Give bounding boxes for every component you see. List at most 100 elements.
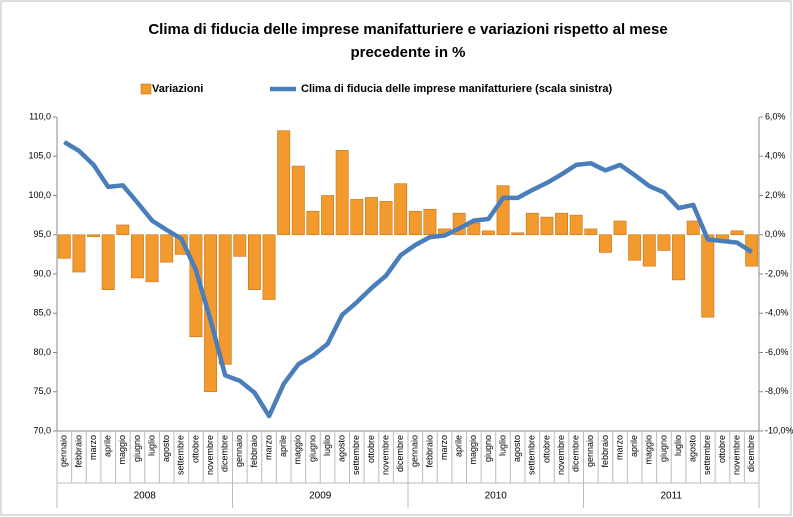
y2-tick-label: 4,0% [765, 151, 786, 161]
bar [364, 197, 378, 236]
x-tick-label: marzo [614, 435, 624, 460]
x-tick-label: maggio [644, 435, 654, 465]
bar [394, 183, 408, 236]
y-tick-label: 90,0 [33, 268, 51, 278]
x-tick-label: settembre [527, 435, 537, 475]
x-tick-label: luglio [146, 435, 156, 456]
x-tick-label: febbraio [249, 435, 259, 468]
x-tick-label: dicembre [746, 435, 756, 472]
x-tick-label: febbraio [424, 435, 434, 468]
x-tick-label: giugno [658, 435, 668, 462]
x-tick-label: luglio [497, 435, 507, 456]
legend-swatch [140, 83, 152, 95]
x-tick-label: dicembre [220, 435, 230, 472]
y2-tick-label: 2,0% [765, 190, 786, 200]
x-tick-label: maggio [293, 435, 303, 465]
bar [686, 220, 700, 236]
bar [525, 212, 539, 236]
y2-tick-label: -2,0% [765, 268, 789, 278]
bar [321, 195, 335, 236]
y-tick-label: 80,0 [33, 347, 51, 357]
year-label: 2009 [309, 491, 332, 502]
x-tick-label: ottobre [717, 435, 727, 463]
bar [87, 234, 101, 238]
bar [540, 216, 554, 236]
x-tick-label: giugno [307, 435, 317, 462]
x-tick-label: giugno [132, 435, 142, 462]
y2-tick-label: -8,0% [765, 386, 789, 396]
bar [569, 214, 583, 236]
x-tick-label: febbraio [73, 435, 83, 468]
year-label: 2010 [485, 491, 508, 502]
bar [160, 234, 174, 263]
bar [101, 234, 115, 291]
line [63, 140, 753, 419]
x-tick-label: marzo [439, 435, 449, 460]
bar [628, 234, 642, 261]
year-label: 2011 [660, 491, 682, 502]
x-tick-label: giugno [483, 435, 493, 462]
x-tick-label: aprile [629, 435, 639, 457]
x-tick-label: agosto [337, 435, 347, 462]
bar [481, 230, 495, 236]
bar [218, 234, 232, 365]
y-tick-label: 70,0 [33, 425, 51, 435]
bar [116, 224, 130, 236]
x-tick-label: marzo [263, 435, 273, 460]
bar [72, 234, 86, 273]
bar [511, 232, 525, 236]
x-tick-label: gennaio [585, 435, 595, 467]
legend-label: Clima di fiducia delle imprese manifattu… [301, 83, 613, 95]
x-tick-label: gennaio [59, 435, 69, 467]
bar [291, 165, 305, 236]
y-tick-label: 75,0 [33, 386, 51, 396]
x-tick-label: settembre [702, 435, 712, 475]
legend-label: Variazioni [152, 83, 203, 95]
x-tick-label: settembre [176, 435, 186, 475]
x-tick-label: ottobre [366, 435, 376, 463]
bar [233, 234, 247, 257]
bar [247, 234, 261, 291]
x-tick-label: dicembre [395, 435, 405, 472]
bar [277, 130, 291, 236]
x-tick-label: ottobre [541, 435, 551, 463]
bar [555, 212, 569, 236]
y-tick-label: 85,0 [33, 308, 51, 318]
bar [730, 230, 744, 236]
x-tick-label: luglio [673, 435, 683, 456]
x-tick-label: aprile [278, 435, 288, 457]
plot-area: 70,0 75,0 80,0 85,0 90,0 95,0 100,0 105,0 110,0 -… [28, 111, 793, 508]
x-tick-label: ottobre [190, 435, 200, 463]
bar [350, 199, 364, 236]
bar [598, 234, 612, 253]
y-tick-label: 110,0 [29, 111, 51, 121]
x-tick-label: gennaio [410, 435, 420, 467]
x-tick-label: novembre [731, 435, 741, 475]
y-tick-label: 100,0 [28, 190, 51, 200]
bar [613, 220, 627, 236]
x-tick-label: aprile [103, 435, 113, 457]
chart-title: Clima di fiducia delle imprese manifattu… [148, 21, 667, 38]
bar [584, 228, 598, 236]
bar [642, 234, 656, 267]
x-tick-label: agosto [512, 435, 522, 462]
x-tick-label: maggio [117, 435, 127, 465]
y2-tick-label: -10,0% [765, 425, 793, 435]
x-tick-label: agosto [161, 435, 171, 462]
y-tick-label: 95,0 [33, 229, 51, 239]
bar [130, 234, 144, 279]
year-label: 2008 [134, 491, 157, 502]
x-tick-label: agosto [688, 435, 698, 462]
bar [701, 234, 715, 318]
x-tick-label: marzo [88, 435, 98, 460]
y2-tick-label: 6,0% [765, 111, 786, 121]
bar [57, 234, 71, 259]
x-tick-label: gennaio [234, 435, 244, 467]
x-tick-label: settembre [351, 435, 361, 475]
x-tick-label: novembre [205, 435, 215, 475]
x-tick-label: novembre [556, 435, 566, 475]
x-tick-label: febbraio [600, 435, 610, 468]
y2-tick-label: -4,0% [765, 308, 789, 318]
x-tick-label: dicembre [571, 435, 581, 472]
x-tick-label: maggio [468, 435, 478, 465]
